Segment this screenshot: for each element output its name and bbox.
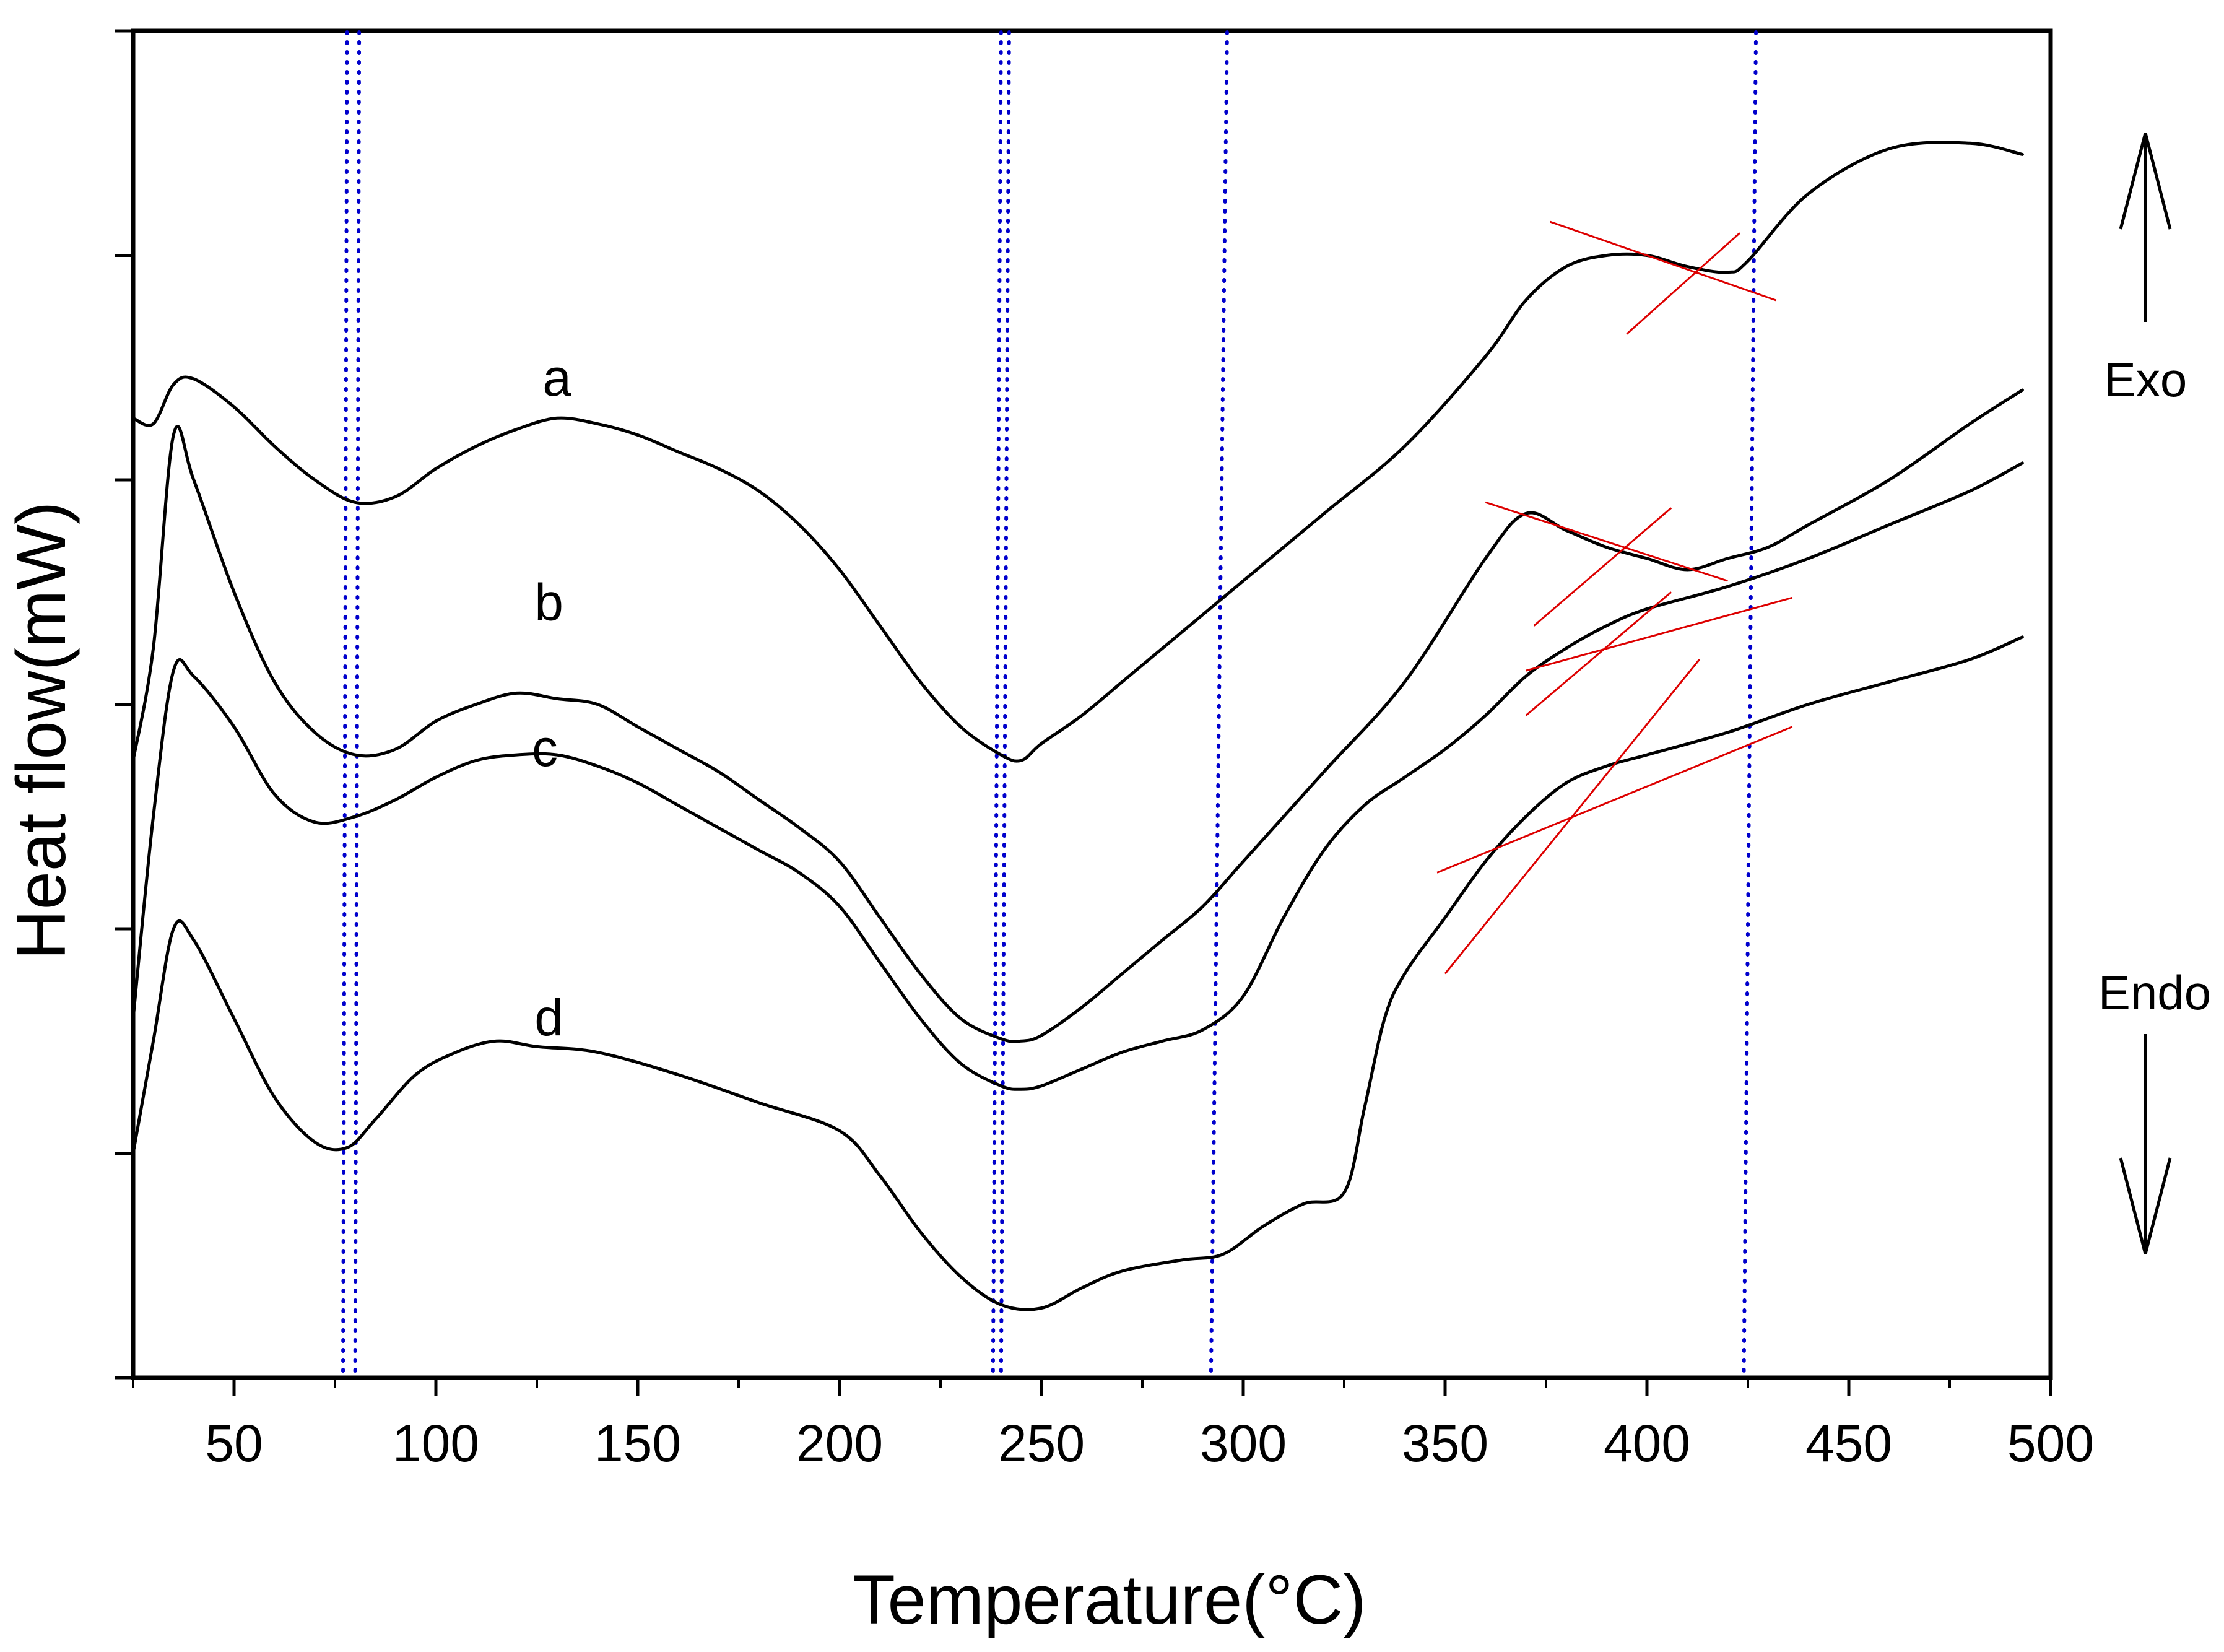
tangent-line — [1525, 591, 1672, 716]
x-tick-label: 350 — [1402, 1414, 1488, 1472]
exo-label: Exo — [2104, 352, 2187, 407]
tangent-line — [1485, 501, 1728, 582]
reference-line — [1742, 30, 1758, 1378]
series-label-a: a — [542, 349, 571, 407]
x-tick-label: 200 — [796, 1414, 883, 1472]
series-label-c: c — [532, 719, 558, 777]
endo-arrow-head-icon — [2119, 1157, 2172, 1254]
series-line-a — [131, 141, 2024, 763]
tangent-line — [1436, 726, 1793, 874]
plot-frame — [131, 28, 2053, 1380]
tangent-line — [1626, 232, 1740, 335]
tangent-line — [1444, 659, 1700, 975]
tangent-line — [1550, 220, 1777, 302]
reference-line — [353, 30, 362, 1378]
endo-label: Endo — [2098, 965, 2211, 1020]
x-tick-label: 500 — [2007, 1414, 2094, 1472]
series-label-d: d — [534, 988, 563, 1046]
x-tick-label: 400 — [1604, 1414, 1690, 1472]
x-tick-label: 450 — [1805, 1414, 1892, 1472]
x-tick-label: 250 — [998, 1414, 1085, 1472]
reference-line — [341, 30, 349, 1378]
exo-arrow-head-icon — [2119, 133, 2172, 230]
series-line-d — [131, 635, 2024, 1311]
x-tick-label: 50 — [205, 1414, 263, 1472]
x-tick-label: 300 — [1200, 1414, 1287, 1472]
reference-line — [991, 30, 1003, 1378]
reference-line — [1209, 30, 1229, 1378]
x-tick-label: 100 — [393, 1414, 479, 1472]
endo-indicator: Endo — [2098, 965, 2211, 1254]
tangent-line — [1533, 507, 1672, 627]
exo-indicator: Exo — [2104, 133, 2187, 407]
x-tick-label: 150 — [594, 1414, 681, 1472]
series-line-b — [131, 388, 2024, 1043]
series-line-c — [131, 461, 2024, 1091]
reference-line — [999, 30, 1011, 1378]
tangent-line — [1526, 596, 1793, 672]
series-label-b: b — [534, 573, 563, 632]
x-axis-title: Temperature(°C) — [853, 1561, 1366, 1638]
y-axis-title: Heat flow(mW) — [2, 502, 80, 960]
